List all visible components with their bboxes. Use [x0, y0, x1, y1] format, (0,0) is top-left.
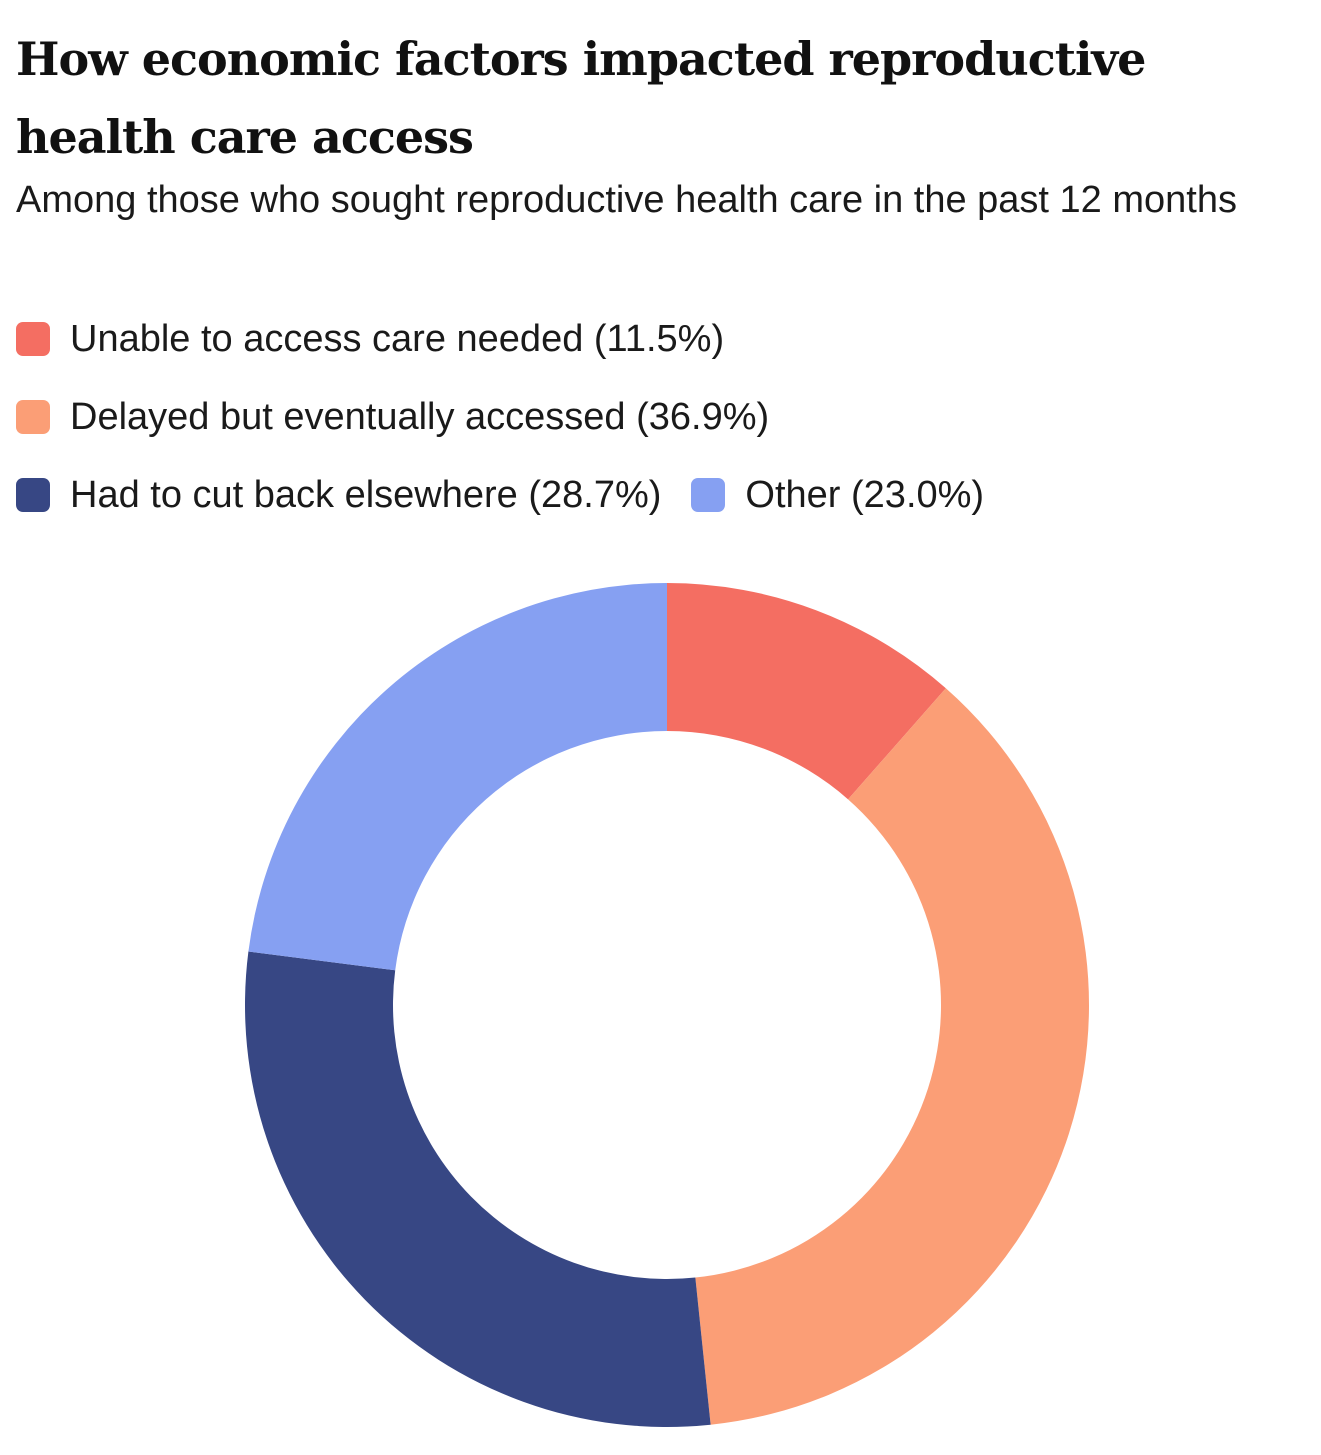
chart-subtitle: Among those who sought reproductive heal…: [16, 179, 1237, 221]
legend-label-cut-back: Had to cut back elsewhere (28.7%): [70, 473, 662, 516]
legend-row: Had to cut back elsewhere (28.7%) Other …: [16, 456, 1306, 534]
legend-swatch-delayed: [16, 400, 50, 434]
legend-item-unable: Unable to access care needed (11.5%): [16, 318, 724, 361]
donut-chart: [244, 583, 1089, 1427]
legend-label-other: Other (23.0%): [745, 473, 985, 516]
legend-label-delayed: Delayed but eventually accessed (36.9%): [70, 395, 770, 438]
legend-row: Delayed but eventually accessed (36.9%): [16, 378, 1306, 456]
legend-swatch-cut-back: [16, 478, 50, 512]
legend-item-delayed: Delayed but eventually accessed (36.9%): [16, 396, 769, 439]
slice-cut-back: [244, 951, 711, 1427]
slice-other: [248, 583, 667, 971]
legend-swatch-other: [691, 478, 726, 512]
legend: Unable to access care needed (11.5%) Del…: [16, 300, 1306, 534]
legend-row: Unable to access care needed (11.5%): [16, 300, 1306, 378]
slice-delayed: [695, 688, 1089, 1425]
legend-item-cut-back: Had to cut back elsewhere (28.7%): [16, 474, 661, 517]
chart-title: How economic factors impacted reproducti…: [16, 32, 1146, 164]
legend-label-unable: Unable to access care needed (11.5%): [70, 317, 725, 360]
legend-swatch-unable: [16, 322, 50, 356]
legend-item-other: Other (23.0%): [691, 474, 984, 517]
slice-unable: [667, 583, 946, 800]
